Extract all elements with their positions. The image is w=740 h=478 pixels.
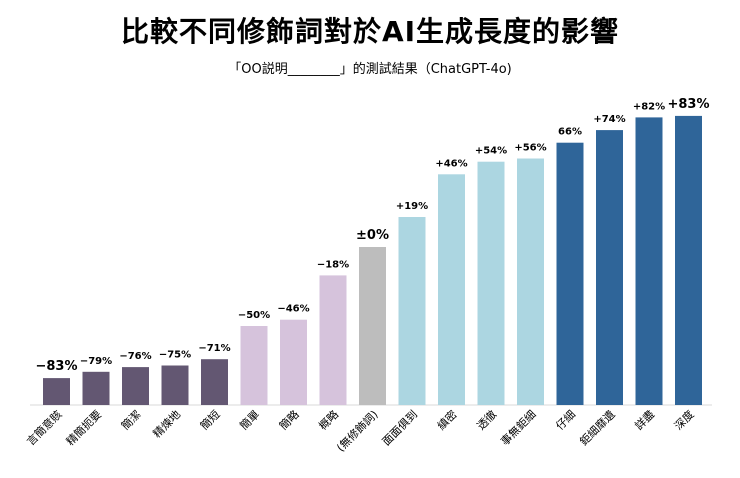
value-label-3: −75%: [159, 350, 191, 361]
bar-6: [280, 319, 307, 405]
bar-13: [556, 142, 584, 405]
category-label-6: 簡略: [276, 407, 301, 432]
value-label-7: −18%: [317, 259, 349, 270]
chart-subtitle: 「OO説明________」的測試結果（ChatGPT-4o): [228, 62, 512, 77]
category-label-5: 簡單: [237, 407, 262, 432]
value-label-14: +74%: [593, 114, 625, 125]
value-label-15: +82%: [633, 101, 665, 112]
value-label-9: +19%: [396, 201, 428, 212]
value-label-8: ±0%: [356, 228, 389, 243]
bar-5: [240, 326, 268, 405]
category-label-13: 仔細: [553, 408, 578, 433]
bar-4: [201, 359, 228, 405]
bar-11: [477, 161, 505, 405]
bar-10: [438, 174, 465, 405]
value-label-16: +83%: [667, 97, 709, 112]
value-label-2: −76%: [119, 351, 151, 362]
value-label-10: +46%: [435, 158, 467, 169]
value-label-6: −46%: [277, 304, 309, 315]
bar-3: [161, 365, 189, 405]
chart-title: 比較不同修飾詞對於AI生成長度的影響: [120, 15, 620, 48]
bar-2: [122, 367, 149, 405]
category-label-16: 深度: [671, 407, 696, 432]
value-label-11: +54%: [475, 146, 507, 157]
bar-12: [517, 158, 544, 405]
category-label-15: 詳盡: [632, 407, 657, 432]
category-label-7: 概略: [316, 407, 341, 432]
bar-9: [398, 217, 426, 405]
bar-1: [82, 371, 110, 405]
category-label-2: 簡潔: [118, 407, 143, 432]
category-label-0: 言簡意賅: [24, 407, 65, 448]
bar-14: [596, 130, 623, 405]
bar-7: [319, 275, 347, 405]
bar-8: [359, 247, 386, 405]
bar-0: [43, 378, 70, 405]
value-label-0: −83%: [35, 359, 77, 374]
category-label-12: 事無鉅細: [498, 407, 539, 448]
category-label-8: (無修飾詞): [334, 407, 381, 454]
category-label-9: 面面俱到: [379, 407, 420, 448]
bar-16: [675, 115, 702, 406]
bar-15: [635, 117, 663, 406]
value-label-12: +56%: [514, 143, 546, 154]
category-label-10: 縝密: [434, 407, 459, 432]
value-label-1: −79%: [80, 356, 112, 367]
value-label-13: 66%: [558, 127, 582, 138]
category-label-1: 精簡扼要: [63, 407, 104, 448]
category-label-11: 透徹: [474, 407, 499, 432]
category-label-14: 鉅細靡遺: [577, 407, 618, 448]
category-label-3: 精煉地: [151, 408, 184, 441]
value-label-4: −71%: [198, 343, 230, 354]
value-label-5: −50%: [238, 310, 270, 321]
category-label-4: 簡短: [197, 407, 222, 432]
